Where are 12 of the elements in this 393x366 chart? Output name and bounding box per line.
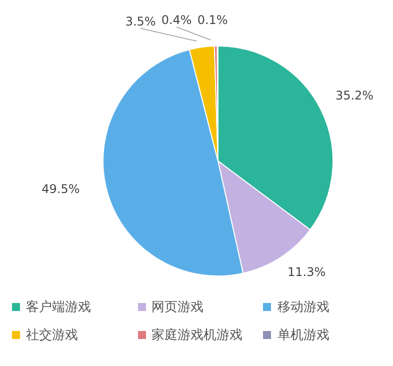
legend-label: 家庭游戏机游戏 <box>152 327 243 344</box>
data-label: 0.4% <box>161 13 192 28</box>
data-label: 0.1% <box>197 13 228 27</box>
data-label: 3.5% <box>125 14 156 28</box>
legend-label: 客户端游戏 <box>26 299 91 316</box>
legend-label: 网页游戏 <box>152 299 204 316</box>
data-label: 11.3% <box>287 264 326 279</box>
legend-label: 移动游戏 <box>277 299 330 316</box>
data-label: 35.2% <box>335 88 374 103</box>
data-label: 49.5% <box>42 182 80 196</box>
legend-label: 社交游戏 <box>26 327 78 344</box>
legend-label: 单机游戏 <box>277 327 330 344</box>
